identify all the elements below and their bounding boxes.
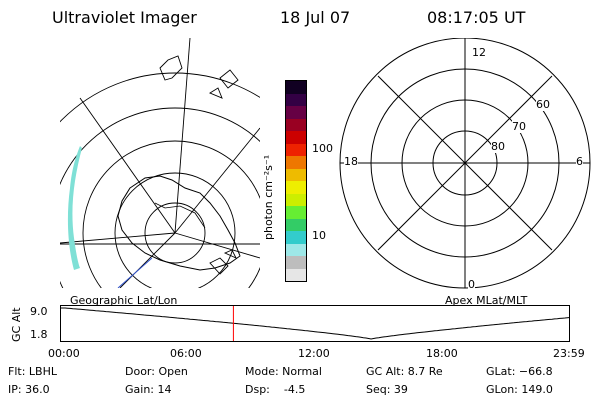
colorbar xyxy=(285,80,307,282)
status-ip: IP: 36.0 xyxy=(8,383,50,396)
altitude-ymax: 9.0 xyxy=(30,305,48,318)
mlt-label-0: 0 xyxy=(468,278,475,291)
colorbar-segment xyxy=(286,80,306,94)
ocean-line xyxy=(117,257,153,288)
status-mode: Mode: Normal xyxy=(245,365,322,378)
colorbar-segment xyxy=(286,105,306,119)
status-seq: Seq: 39 xyxy=(366,383,408,396)
time-label: 08:17:05 UT xyxy=(427,8,526,27)
altitude-ymin: 1.8 xyxy=(30,328,48,341)
lat-label-70: 70 xyxy=(512,120,526,133)
colorbar-segment xyxy=(286,93,306,106)
colorbar-segment xyxy=(286,230,306,244)
colorbar-segment xyxy=(286,218,306,231)
colorbar-tick-10: 10 xyxy=(312,229,326,242)
colorbar-segment xyxy=(286,168,306,181)
mlt-label-12: 12 xyxy=(472,46,486,59)
altitude-curve xyxy=(60,307,570,340)
lat-label-60: 60 xyxy=(536,98,550,111)
lat-label-80: 80 xyxy=(491,140,505,153)
colorbar-segment xyxy=(286,243,306,256)
colorbar-segment xyxy=(286,143,306,156)
status-gc-alt: GC Alt: 8.7 Re xyxy=(366,365,443,378)
mlt-label-18: 18 xyxy=(344,155,358,168)
status-dsp: Dsp: -4.5 xyxy=(245,383,306,396)
apex-polar-dial xyxy=(339,38,591,289)
colorbar-segment xyxy=(286,255,306,269)
colorbar-segment xyxy=(286,118,306,131)
geographic-map xyxy=(60,38,260,288)
status-glon: GLon: 149.0 xyxy=(486,383,553,396)
colorbar-segment xyxy=(286,155,306,169)
colorbar-segment xyxy=(286,193,306,206)
app-title: Ultraviolet Imager xyxy=(52,8,197,27)
apex-label: Apex MLat/MLT xyxy=(445,294,528,307)
colorbar-segment xyxy=(286,180,306,194)
x-tick-1800: 18:00 xyxy=(426,347,458,360)
altitude-ylabel: GC Alt xyxy=(10,307,23,342)
altitude-plot xyxy=(60,305,570,342)
aurora-band xyxy=(67,146,82,270)
colorbar-segment xyxy=(286,268,306,281)
mlt-label-6: 6 xyxy=(576,155,583,168)
x-tick-0600: 06:00 xyxy=(170,347,202,360)
status-glat: GLat: −66.8 xyxy=(486,365,553,378)
colorbar-tick-100: 100 xyxy=(312,142,333,155)
status-door: Door: Open xyxy=(125,365,188,378)
geographic-label: Geographic Lat/Lon xyxy=(70,294,178,307)
colorbar-unit-label: photon cm⁻²s⁻¹ xyxy=(262,154,275,240)
colorbar-segment xyxy=(286,130,306,144)
date-label: 18 Jul 07 xyxy=(280,8,351,27)
status-gain: Gain: 14 xyxy=(125,383,172,396)
x-tick-1200: 12:00 xyxy=(298,347,330,360)
status-flt: Flt: LBHL xyxy=(8,365,57,378)
x-tick-2359: 23:59 xyxy=(553,347,585,360)
colorbar-segment xyxy=(286,205,306,219)
x-tick-0000: 00:00 xyxy=(48,347,80,360)
